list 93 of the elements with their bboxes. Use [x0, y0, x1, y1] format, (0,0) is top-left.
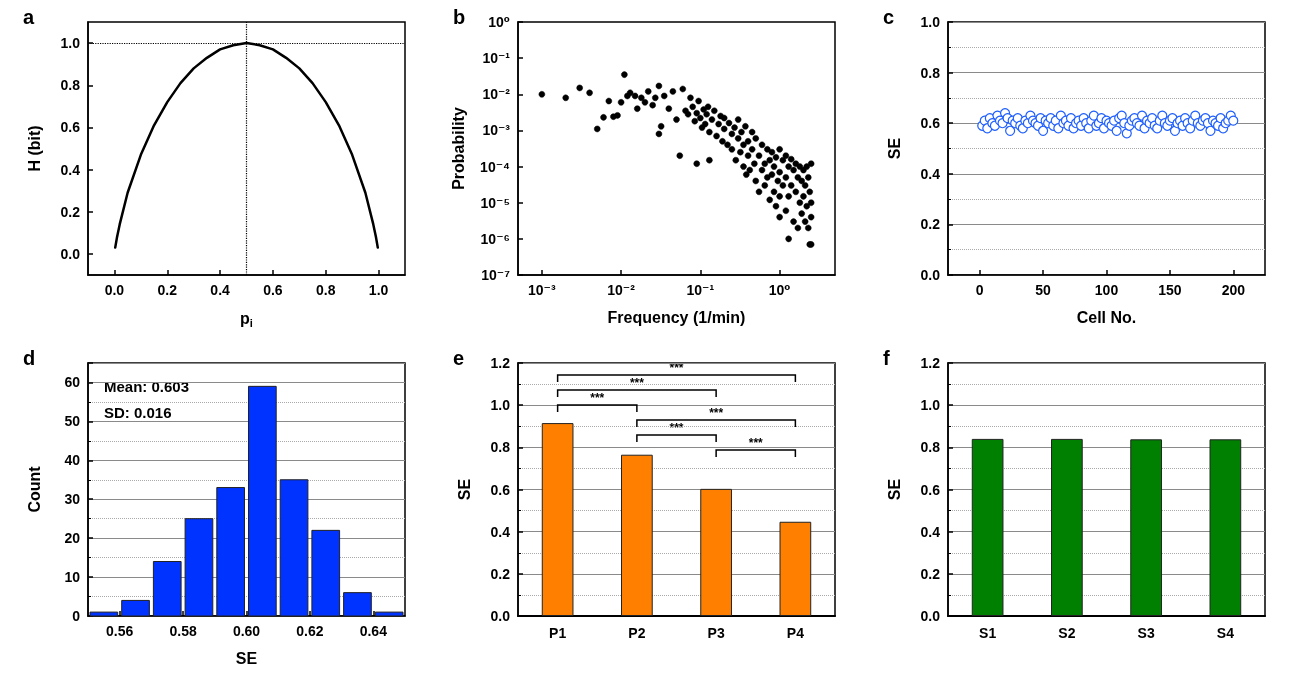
x-tick-label: 1.0 [368, 282, 389, 298]
x-tick-label: 10⁻¹ [686, 282, 715, 298]
y-axis-title: SE [455, 478, 473, 501]
y-tick-label: 0.8 [920, 64, 941, 81]
x-tick-label: S4 [1216, 625, 1235, 641]
y-axis-title: SE [885, 478, 903, 501]
chart-title: f [883, 347, 890, 369]
y-tick-label: 0.4 [920, 165, 941, 182]
bar [779, 521, 812, 616]
y-tick-label: 0 [72, 608, 81, 624]
y-tick-label: 0.0 [920, 267, 941, 283]
annotation: *** [590, 391, 605, 405]
y-tick-label: 0.4 [60, 161, 81, 178]
y-tick-label: 1.2 [920, 355, 941, 371]
y-tick-label: 10⁻⁷ [481, 267, 511, 283]
x-tick-label: P4 [786, 625, 805, 641]
x-tick-label: 10⁻² [607, 282, 636, 298]
y-axis-title: Probability [449, 107, 467, 190]
chart-title: d [23, 347, 36, 369]
x-tick-label: 100 [1094, 282, 1119, 298]
y-tick-label: 1.0 [920, 14, 941, 30]
annotation: *** [709, 406, 724, 420]
x-tick-label: 10⁻³ [528, 282, 557, 298]
annotation: *** [629, 376, 645, 390]
y-tick-label: 10⁻⁴ [480, 158, 511, 175]
y-tick-label: 1.0 [60, 35, 81, 52]
y-tick-label: 30 [64, 491, 81, 508]
y-tick-label: 10⁻² [482, 86, 511, 103]
y-tick-label: 10⁰ [488, 14, 510, 30]
x-tick-label: 0.58 [169, 623, 197, 639]
x-tick-label: 10⁰ [768, 282, 791, 298]
x-tick-label: 50 [1035, 282, 1052, 298]
x-tick-label: 0.8 [316, 282, 336, 298]
x-tick-label: 0.6 [263, 282, 283, 298]
y-tick-label: 0.8 [490, 439, 511, 456]
chart-title: a [23, 6, 35, 28]
x-tick-label: 0.64 [359, 623, 388, 639]
y-tick-label: 60 [64, 374, 81, 391]
y-axis-title: H (bit) [25, 125, 43, 172]
y-tick-label: 10 [64, 569, 81, 586]
y-tick-label: 0.8 [60, 77, 81, 94]
y-tick-label: 0.2 [920, 565, 941, 582]
x-tick-label: 200 [1221, 282, 1246, 298]
x-tick-label: 0.2 [157, 282, 178, 298]
x-tick-label: 150 [1158, 282, 1182, 298]
x-tick-label: 0 [975, 282, 984, 298]
y-tick-label: 0.6 [920, 481, 941, 498]
x-axis-title: SE [235, 649, 258, 667]
y-tick-label: 0.6 [490, 481, 511, 498]
chart-title: b [453, 6, 466, 28]
x-tick-label: P3 [707, 625, 725, 641]
y-tick-label: 0.2 [490, 565, 511, 582]
bar [541, 423, 574, 616]
y-axis-title: SE [885, 137, 903, 160]
y-tick-label: 1.0 [490, 397, 511, 414]
y-tick-label: 1.2 [490, 355, 511, 371]
y-tick-label: 0.4 [490, 523, 511, 540]
y-tick-label: 50 [64, 413, 81, 430]
x-tick-label: P1 [549, 625, 567, 641]
y-tick-label: 20 [64, 530, 81, 547]
bar [700, 488, 732, 616]
chart-title: c [883, 6, 895, 28]
x-tick-label: P2 [628, 625, 646, 641]
y-tick-label: 0.2 [920, 216, 941, 233]
annotation: *** [748, 436, 764, 450]
y-tick-label: 10⁻³ [482, 122, 511, 139]
x-tick-label: 0.56 [106, 623, 134, 639]
x-axis-title: Cell No. [1076, 308, 1137, 326]
bar [621, 454, 653, 616]
y-tick-label: 0.6 [60, 119, 81, 136]
x-tick-label: 0.60 [232, 623, 261, 639]
y-axis-title: Count [25, 465, 43, 513]
x-tick-label: 0.4 [210, 282, 231, 298]
y-tick-label: 0.0 [490, 608, 511, 624]
y-tick-label: 0.0 [920, 608, 941, 624]
y-tick-label: 10⁻¹ [482, 50, 511, 67]
y-tick-label: 10⁻⁶ [480, 230, 510, 247]
chart-title: e [453, 347, 465, 369]
y-tick-label: 40 [64, 452, 81, 469]
y-tick-label: 10⁻⁵ [480, 194, 510, 211]
y-tick-label: 0.2 [60, 203, 81, 220]
x-axis-title: Frequency (1/min) [607, 308, 746, 326]
x-tick-label: S2 [1058, 625, 1076, 641]
x-tick-label: 0.0 [104, 282, 125, 298]
y-tick-label: 0.6 [920, 115, 941, 132]
x-tick-label: 0.62 [296, 623, 324, 639]
x-tick-label: S3 [1137, 625, 1155, 641]
y-tick-label: 0.8 [920, 439, 941, 456]
x-tick-label: S1 [979, 625, 997, 641]
y-tick-label: 0.0 [60, 245, 81, 262]
annotation: SD: 0.016 [104, 404, 172, 421]
y-tick-label: 0.4 [920, 523, 941, 540]
y-tick-label: 1.0 [920, 397, 941, 414]
